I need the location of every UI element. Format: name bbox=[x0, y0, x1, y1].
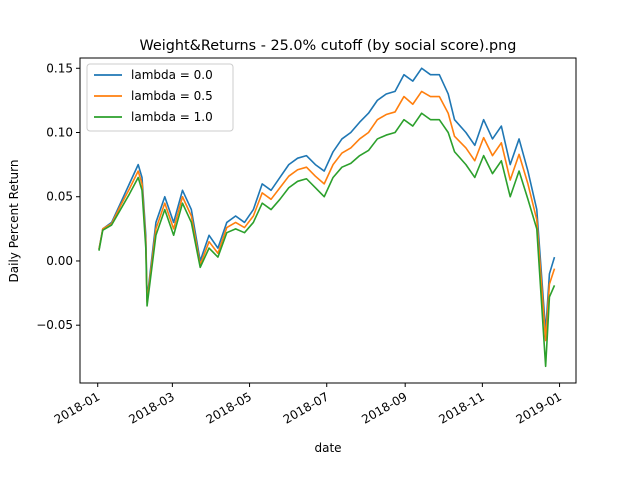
legend-box bbox=[86, 63, 234, 132]
y-tick-label: 0.05 bbox=[46, 190, 73, 204]
y-tick-label: 0.10 bbox=[46, 126, 73, 140]
chart-title: Weight&Returns - 25.0% cutoff (by social… bbox=[140, 38, 517, 54]
series-line-2 bbox=[98, 112, 556, 368]
x-tick-label: 2018-07 bbox=[281, 389, 331, 426]
x-tick-label: 2018-11 bbox=[436, 389, 486, 426]
x-tick-label: 2018-09 bbox=[359, 389, 409, 426]
y-tick-label: −0.05 bbox=[36, 318, 73, 332]
y-tick-label: 0.00 bbox=[46, 254, 73, 268]
series-line-0 bbox=[98, 67, 556, 333]
x-axis: 2018-01 2018-03 2018-05 2018-07 2018-09 2018-… bbox=[52, 383, 564, 427]
legend: lambda = 0.0 lambda = 0.5 lambda = 1.0 bbox=[86, 63, 234, 132]
y-axis-label: Daily Percent Return bbox=[7, 160, 21, 283]
y-axis: −0.05 0.00 0.05 0.10 0.15 bbox=[36, 61, 80, 332]
x-tick-label: 2018-03 bbox=[126, 389, 176, 426]
legend-label-0: lambda = 0.0 bbox=[131, 68, 213, 82]
legend-label-1: lambda = 0.5 bbox=[131, 89, 213, 103]
x-tick-label: 2018-01 bbox=[52, 389, 102, 426]
x-tick-label: 2018-05 bbox=[204, 389, 254, 426]
plot-frame bbox=[79, 57, 577, 384]
x-axis-label: date bbox=[314, 441, 341, 455]
series-layer bbox=[98, 67, 556, 368]
y-tick-label: 0.15 bbox=[46, 61, 73, 75]
x-tick-label: 2019-01 bbox=[514, 389, 564, 426]
series-line-1 bbox=[98, 90, 556, 342]
legend-label-2: lambda = 1.0 bbox=[131, 110, 213, 124]
